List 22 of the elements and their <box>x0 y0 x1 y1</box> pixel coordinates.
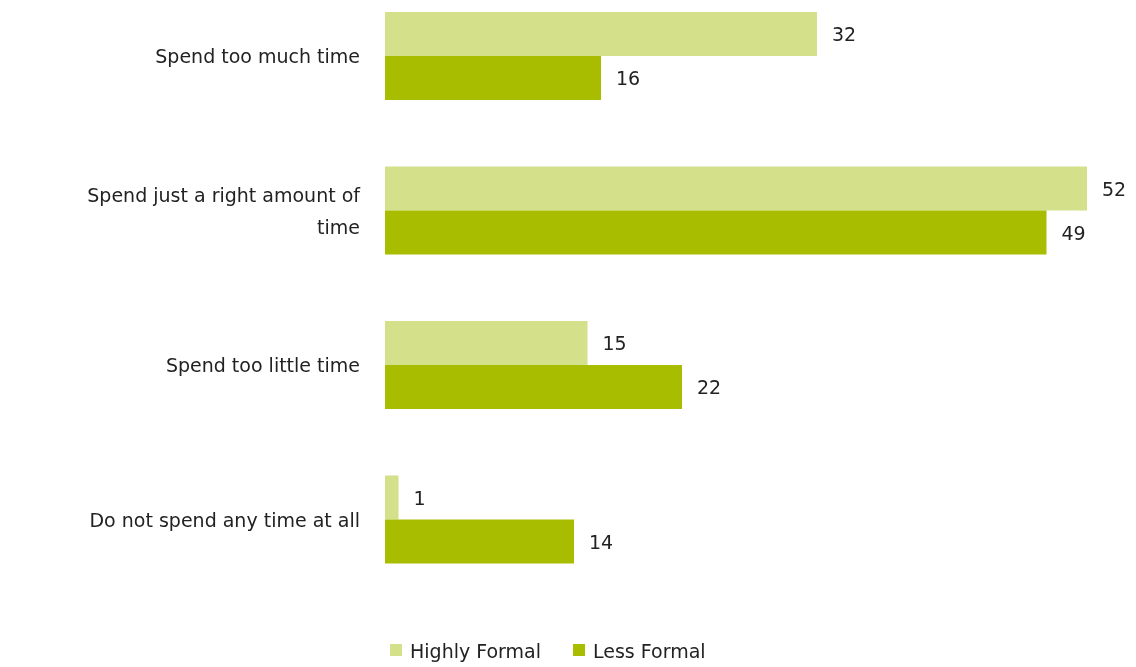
bar <box>385 365 682 409</box>
y-tick-label: Spend too much time <box>155 45 360 67</box>
legend-label: Highly Formal <box>410 640 542 662</box>
y-tick-label: Do not spend any time at all <box>89 508 360 531</box>
data-label: 15 <box>602 332 627 354</box>
data-label: 32 <box>832 23 857 45</box>
bar <box>385 12 817 56</box>
bar <box>385 475 399 520</box>
bar <box>385 166 1087 211</box>
data-label: 16 <box>616 67 641 89</box>
data-label: 49 <box>1061 221 1086 244</box>
data-label: 52 <box>1102 177 1127 200</box>
bar <box>385 210 1047 255</box>
bar <box>385 519 574 564</box>
bar <box>385 56 601 100</box>
data-label: 1 <box>413 486 426 509</box>
data-label: 22 <box>697 376 722 398</box>
bar <box>385 321 588 365</box>
y-tick-label: Spend too little time <box>165 354 360 376</box>
legend-label: Less Formal <box>593 640 706 662</box>
data-label: 14 <box>589 530 614 553</box>
y-tick-label: Spend just a right amount of time <box>87 183 362 238</box>
